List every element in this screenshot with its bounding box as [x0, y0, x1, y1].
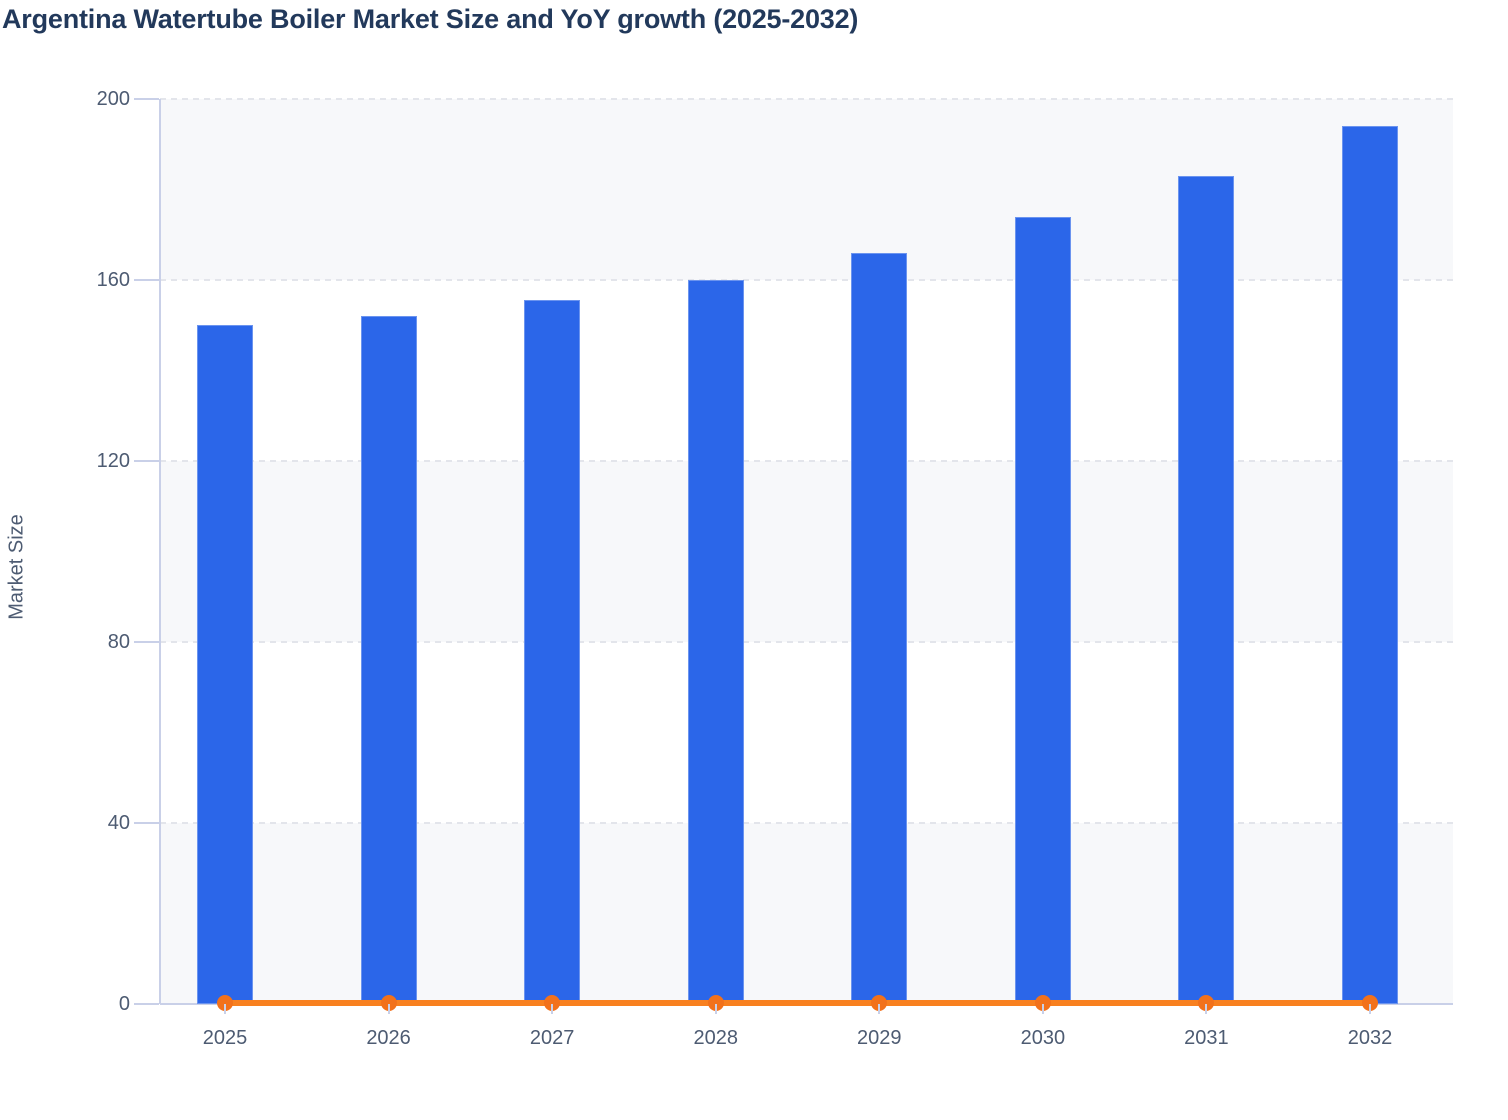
yoy-marker-2025[interactable] — [217, 995, 233, 1011]
x-axis-tick — [224, 1004, 226, 1014]
gridline-y-40 — [160, 822, 1453, 824]
y-tick-label: 200 — [96, 88, 130, 110]
y-tick-label: 80 — [107, 631, 130, 653]
x-axis-tick — [551, 1004, 554, 1014]
y-tick-label: 40 — [107, 812, 130, 834]
y-axis-tick — [134, 460, 159, 462]
x-axis-tick — [878, 1004, 881, 1014]
plot-band — [160, 823, 1453, 1004]
x-tick-label: 2032 — [1347, 1027, 1393, 1049]
y-axis-title: Market Size — [5, 514, 28, 620]
yoy-marker-2031[interactable] — [1198, 995, 1215, 1011]
chart-title: Argentina Watertube Boiler Market Size a… — [2, 4, 859, 34]
yoy-marker-2030[interactable] — [1034, 995, 1051, 1011]
x-tick-label: 2029 — [857, 1027, 902, 1049]
y-axis-tick — [134, 641, 159, 643]
bar-2027[interactable] — [524, 300, 581, 1004]
y-tick-label: 120 — [96, 450, 130, 472]
bar-2032[interactable] — [1341, 126, 1398, 1004]
gridline-y-160 — [160, 279, 1453, 281]
yoy-marker-2026[interactable] — [380, 995, 397, 1011]
x-tick-label: 2027 — [529, 1027, 575, 1049]
yoy-marker-2027[interactable] — [544, 995, 561, 1011]
yoy-marker-2032[interactable] — [1361, 995, 1378, 1011]
x-axis-tick — [387, 1004, 390, 1014]
y-tick-label: 0 — [118, 993, 130, 1015]
y-axis-line — [159, 99, 161, 1004]
x-axis-tick — [1368, 1004, 1371, 1014]
bar-2026[interactable] — [360, 316, 417, 1004]
x-axis-tick — [1205, 1004, 1208, 1014]
gridline-y-120 — [160, 460, 1453, 462]
gridline-y-200 — [160, 98, 1453, 100]
x-tick-label: 2025 — [202, 1027, 248, 1049]
x-tick-label: 2031 — [1184, 1027, 1229, 1049]
bar-2029[interactable] — [851, 252, 908, 1004]
plot-area — [134, 98, 1453, 1014]
yoy-marker-2028[interactable] — [707, 995, 724, 1011]
gridline-y-80 — [160, 641, 1453, 643]
x-tick-label: 2030 — [1020, 1027, 1066, 1049]
bar-2031[interactable] — [1178, 175, 1235, 1004]
y-axis-tick — [134, 822, 159, 824]
y-axis-tick — [134, 98, 159, 100]
bar-2030[interactable] — [1014, 216, 1071, 1004]
bar-2028[interactable] — [687, 280, 744, 1004]
x-tick-label: 2026 — [366, 1027, 411, 1049]
y-axis-tick — [134, 279, 159, 281]
yoy-marker-2029[interactable] — [871, 995, 888, 1011]
bar-2025[interactable] — [197, 325, 253, 1004]
x-axis-tick — [1041, 1004, 1044, 1014]
yoy-growth-line — [225, 1000, 1370, 1006]
y-tick-label: 160 — [96, 269, 130, 291]
x-tick-label: 2028 — [693, 1027, 738, 1049]
plot-band — [160, 99, 1453, 280]
y-axis-tick — [134, 1003, 159, 1005]
plot-band — [160, 461, 1453, 642]
x-axis-tick — [714, 1004, 717, 1014]
